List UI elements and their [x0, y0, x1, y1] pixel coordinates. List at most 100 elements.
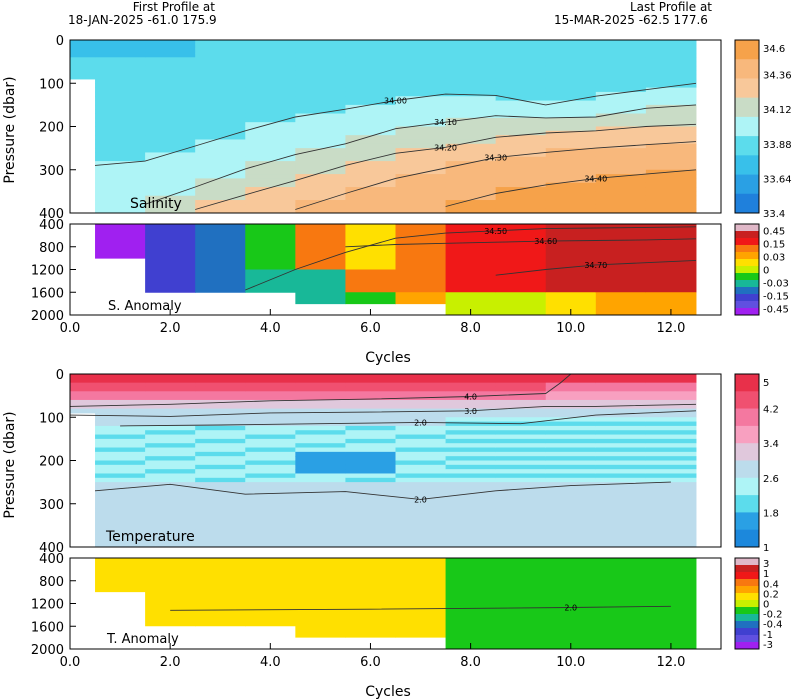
data-cell [395, 40, 447, 45]
data-cell [495, 182, 547, 188]
data-cell [395, 161, 447, 166]
data-cell [395, 534, 447, 539]
data-cell [445, 152, 497, 158]
x-tick-label: 4.0 [260, 321, 281, 336]
data-cell [145, 208, 196, 214]
data-cell [95, 378, 146, 384]
data-cell [645, 135, 697, 140]
data-cell [595, 382, 647, 388]
data-cell [295, 57, 346, 63]
colorbar-tick-label: 0 [763, 600, 769, 611]
data-cell [95, 525, 146, 531]
data-cell [245, 78, 296, 84]
colorbar-swatch [735, 512, 759, 530]
data-cell [595, 161, 647, 166]
data-cell [395, 292, 447, 305]
data-cell [245, 126, 296, 132]
data-cell [345, 508, 396, 513]
data-cell [595, 378, 647, 384]
data-cell [545, 44, 597, 50]
data-cell [295, 477, 346, 483]
data-cell [345, 200, 396, 205]
data-cell [345, 152, 396, 158]
data-cell [395, 224, 447, 293]
data-cell [195, 57, 246, 63]
data-cell [645, 477, 697, 483]
data-cell [595, 113, 647, 119]
data-cell [295, 44, 346, 50]
data-cell [445, 499, 497, 505]
data-cell [395, 65, 447, 71]
data-cell [445, 395, 497, 401]
data-cell [445, 486, 497, 492]
colorbar-swatch [735, 97, 759, 118]
data-cell [545, 486, 597, 492]
data-cell [495, 44, 547, 50]
data-cell [145, 503, 196, 509]
data-cell [595, 443, 647, 449]
colorbar-swatch [735, 374, 759, 392]
data-cell [395, 529, 447, 535]
data-cell [245, 378, 296, 384]
data-cell [495, 469, 547, 474]
data-cell [495, 48, 547, 54]
data-cell [245, 113, 296, 119]
data-cell [445, 469, 497, 474]
data-cell [145, 113, 196, 119]
data-cell [495, 395, 547, 401]
data-cell [195, 443, 246, 449]
data-cell [95, 434, 146, 440]
data-cell [645, 430, 697, 436]
data-cell [445, 512, 497, 518]
last-profile-info: 15-MAR-2025 -62.5 177.6 [554, 13, 708, 27]
data-cell [445, 464, 497, 470]
data-cell [545, 152, 597, 158]
data-cell [295, 78, 346, 84]
data-cell [495, 443, 547, 449]
data-cell [395, 156, 447, 162]
contour-line [69, 373, 572, 407]
data-cell [395, 508, 447, 513]
data-cell [595, 65, 647, 71]
data-cell [345, 534, 396, 539]
data-cell [595, 83, 647, 89]
data-cell [645, 126, 697, 132]
data-cell [645, 412, 697, 418]
data-cell [495, 529, 547, 535]
data-cell [445, 503, 497, 509]
data-cell [145, 499, 196, 505]
data-cell [145, 83, 196, 89]
data-cell [545, 443, 597, 449]
y-tick-label: 0 [56, 368, 64, 383]
data-cell [195, 490, 246, 496]
contour-line [495, 259, 697, 276]
data-cell [395, 204, 447, 210]
data-cell [345, 292, 396, 305]
data-cell [445, 438, 497, 444]
data-cell [95, 534, 146, 539]
first-profile-info: 18-JAN-2025 -61.0 175.9 [68, 13, 217, 27]
data-cell [145, 109, 196, 115]
data-cell [395, 96, 447, 102]
data-cell [595, 469, 647, 474]
data-cell [445, 374, 497, 379]
contour-label: 34.60 [534, 237, 557, 246]
data-cell [645, 374, 697, 379]
colorbar-tick-label: 0 [763, 266, 769, 277]
data-cell [145, 495, 196, 500]
colorbar-swatch [735, 579, 759, 587]
data-cell [595, 122, 647, 127]
data-cell [395, 477, 447, 483]
data-cell [445, 104, 497, 110]
data-cell [595, 100, 647, 106]
data-cell [245, 135, 296, 140]
data-cell [395, 87, 447, 93]
data-cell [595, 395, 647, 401]
data-cell [445, 156, 497, 162]
data-cell [295, 391, 346, 397]
data-cell [295, 48, 346, 54]
colorbar-swatch [735, 443, 759, 461]
data-cell [395, 187, 447, 192]
data-cell [345, 378, 396, 384]
